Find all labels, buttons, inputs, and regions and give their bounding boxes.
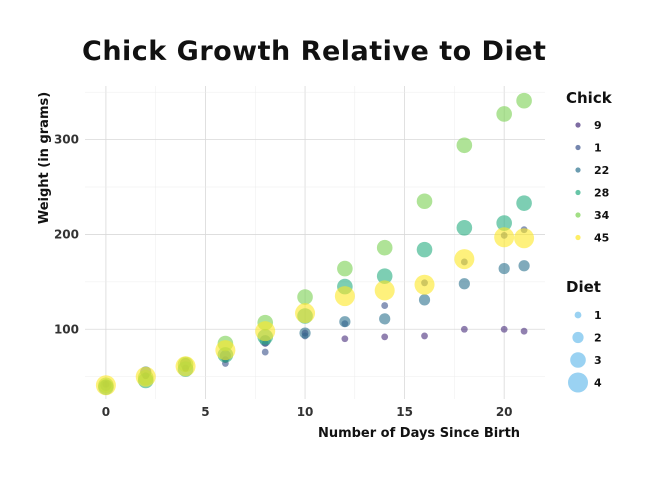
plot-grid — [85, 86, 545, 399]
data-point — [261, 348, 269, 356]
data-point — [494, 227, 515, 248]
chick-legend-label: 1 — [594, 142, 602, 155]
x-tick-label: 5 — [201, 405, 209, 419]
data-point — [518, 260, 530, 272]
data-point — [381, 333, 389, 341]
data-point — [297, 289, 313, 305]
data-points — [95, 92, 535, 396]
diet-legend-label: 3 — [594, 354, 602, 367]
data-point — [339, 316, 351, 328]
chick-legend-key — [575, 167, 581, 173]
diet-legend: Diet 1 2 3 4 — [566, 278, 602, 393]
diet-legend-key — [568, 372, 588, 393]
chick-legend-key — [575, 122, 581, 128]
data-point — [255, 321, 276, 342]
chick-legend-title: Chick — [566, 89, 613, 107]
y-axis-title: Weight (in grams) — [37, 92, 52, 224]
chick-legend-label: 22 — [594, 164, 609, 177]
data-point — [514, 228, 535, 249]
chick-legend-label: 45 — [594, 232, 609, 245]
diet-legend-key — [574, 311, 582, 319]
chick-legend: Chick 9 1 22 28 34 45 — [566, 89, 613, 245]
y-tick-label: 300 — [54, 133, 79, 147]
data-point — [215, 340, 236, 361]
data-point — [460, 325, 468, 333]
data-point — [516, 92, 532, 109]
data-point — [456, 219, 473, 236]
data-point — [379, 313, 391, 325]
data-point — [454, 249, 475, 270]
diet-legend-label: 2 — [594, 332, 602, 345]
x-axis-title: Number of Days Since Birth — [318, 426, 520, 441]
chick-legend-key — [575, 234, 581, 241]
y-tick-label: 200 — [54, 227, 79, 241]
chart-title: Chick Growth Relative to Diet — [82, 36, 546, 67]
data-point — [496, 106, 512, 122]
data-point — [135, 366, 156, 387]
data-point — [458, 278, 470, 290]
data-point — [337, 260, 353, 277]
x-tick-label: 15 — [396, 405, 413, 419]
data-point — [498, 262, 510, 275]
chick-legend-key — [575, 212, 581, 218]
diet-legend-key — [570, 352, 586, 368]
x-tick-label: 20 — [496, 405, 513, 419]
data-point — [341, 335, 349, 343]
diet-legend-title: Diet — [566, 278, 601, 296]
chick-legend-key — [575, 189, 581, 196]
chick-legend-label: 28 — [594, 187, 609, 200]
axis-ticks: 0 5 10 15 20 100 200 300 — [54, 133, 513, 419]
data-point — [334, 286, 355, 307]
y-tick-label: 100 — [54, 322, 79, 336]
data-point — [416, 241, 433, 258]
data-point — [500, 325, 508, 333]
data-point — [381, 302, 389, 309]
x-tick-label: 0 — [102, 405, 110, 419]
diet-legend-label: 4 — [594, 377, 602, 390]
data-point — [418, 294, 431, 306]
chick-legend-label: 34 — [594, 209, 610, 222]
data-point — [496, 215, 512, 231]
data-point — [421, 332, 428, 340]
data-point — [520, 327, 528, 335]
chick-legend-key — [575, 144, 581, 151]
data-point — [456, 137, 473, 154]
data-point — [95, 375, 116, 396]
diet-legend-key — [572, 331, 584, 344]
data-point — [416, 193, 433, 210]
data-point — [295, 303, 316, 324]
data-point — [299, 327, 311, 339]
data-point — [374, 280, 395, 301]
x-tick-label: 10 — [297, 405, 314, 419]
data-point — [516, 195, 532, 211]
data-point — [175, 356, 196, 377]
data-point — [376, 239, 393, 256]
diet-legend-label: 1 — [594, 309, 602, 322]
data-point — [414, 274, 435, 295]
chick-legend-label: 9 — [594, 119, 602, 132]
data-point — [376, 268, 393, 284]
